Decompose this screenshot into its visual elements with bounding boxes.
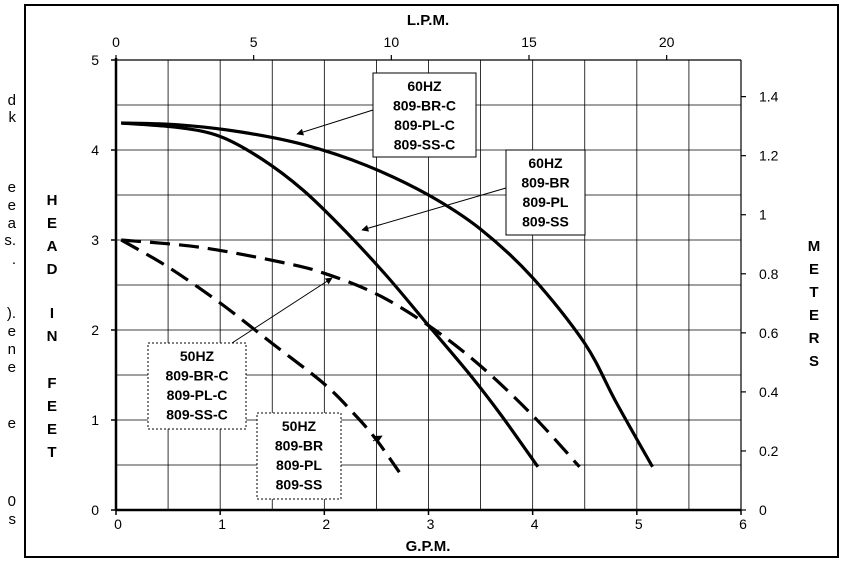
- label-box-border: [256, 412, 342, 500]
- y2-title-letter: T: [809, 284, 818, 301]
- left-cropped-text: d k e e a s..). e n e e 0 s: [0, 0, 24, 561]
- y2-title-letter: M: [808, 238, 821, 255]
- label-box-line: 809-BR: [275, 438, 323, 454]
- curve-60hz-c: [121, 121, 654, 468]
- label-box-border: [147, 342, 247, 430]
- curve-60hz: [121, 121, 540, 468]
- x2-tick-label: 15: [521, 34, 537, 50]
- y-tick-label: 3: [91, 232, 99, 248]
- cropped-text-fragment: .: [11, 251, 16, 268]
- x-tick-label: 3: [427, 516, 435, 532]
- curve-50hz-c: [121, 238, 581, 468]
- y2-tick-label: 0: [759, 502, 767, 518]
- label-box-line: 809-PL-C: [167, 387, 228, 403]
- cropped-text-fragment: e: [7, 179, 16, 196]
- cropped-text-fragment: 0: [7, 493, 16, 510]
- annotation-boxes: 60HZ 809-BR-C 809-PL-C 809-SS-C 60HZ 809-BR 80…: [147, 72, 586, 500]
- label-box-line: 50HZ: [282, 418, 317, 434]
- y2-title-letter: E: [809, 307, 819, 324]
- y-title-letter: I: [50, 305, 54, 322]
- y-title-letter: A: [47, 238, 58, 255]
- label-50hz-c: 50HZ 809-BR-C 809-PL-C 809-SS-C: [147, 342, 247, 430]
- y2-tick-label: 0.4: [759, 384, 779, 400]
- y2-tick-label: 1.2: [759, 148, 779, 164]
- curves: [120, 121, 654, 474]
- y-title-letter: E: [47, 215, 57, 232]
- annotation-arrow: [372, 435, 383, 443]
- cropped-text-fragment: n: [7, 341, 16, 358]
- cropped-text-fragment: s.: [4, 232, 16, 249]
- y-title-letter: E: [47, 398, 57, 415]
- annotation-arrow: [296, 109, 374, 136]
- label-box-line: 809-SS-C: [394, 137, 455, 153]
- chart-frame: [24, 4, 839, 558]
- cropped-text-fragment: k: [8, 109, 17, 126]
- cropped-text-fragment: e: [7, 415, 16, 432]
- arrows: [231, 109, 507, 443]
- x2-tick-label: 10: [384, 34, 400, 50]
- y2-tick-label: 0.2: [759, 443, 779, 459]
- y-title-letter: E: [47, 421, 57, 438]
- y-title-letter: H: [47, 192, 58, 209]
- label-60hz-c: 60HZ 809-BR-C 809-PL-C 809-SS-C: [372, 72, 477, 158]
- x-tick-label: 2: [322, 516, 330, 532]
- y-title-letter: N: [47, 328, 58, 345]
- y2-title-letter: E: [809, 261, 819, 278]
- x2-axis-title: L.P.M.: [407, 12, 449, 29]
- x-axis-title: G.P.M.: [406, 538, 451, 555]
- label-box-line: 809-BR-C: [393, 98, 456, 114]
- y2-tick-label: 0.8: [759, 266, 779, 282]
- x-tick-label: 1: [218, 516, 226, 532]
- cropped-text-fragment: s: [8, 511, 17, 528]
- x-tick-label: 6: [739, 516, 747, 532]
- y-tick-label: 1: [91, 412, 99, 428]
- x2-tick-label: 0: [112, 34, 120, 50]
- y-tick-label: 0: [91, 502, 99, 518]
- label-box-border: [372, 72, 477, 158]
- label-box-line: 809-PL: [523, 194, 569, 210]
- label-box-line: 809-BR-C: [165, 368, 228, 384]
- y2-tick-label: 0.6: [759, 325, 779, 341]
- x-tick-label: 5: [635, 516, 643, 532]
- cropped-text-fragment: e: [7, 323, 16, 340]
- cropped-text-fragment: e: [7, 197, 16, 214]
- y2-title-letter: R: [809, 330, 820, 347]
- label-box-line: 809-SS: [522, 214, 569, 230]
- curve-50hz: [120, 238, 401, 474]
- y-title-letter: T: [47, 444, 56, 461]
- label-box-line: 809-SS-C: [166, 407, 227, 423]
- y2-title-letter: S: [809, 353, 819, 370]
- cropped-text-fragment: a: [7, 215, 16, 232]
- x2-tick-label: 5: [250, 34, 258, 50]
- annotation-arrow: [361, 187, 507, 232]
- x-tick-label: 0: [114, 516, 122, 532]
- cropped-text-fragment: ).: [6, 305, 16, 322]
- label-box-border: [505, 149, 586, 236]
- x2-tick-label: 20: [659, 34, 675, 50]
- y-title-letter: F: [47, 375, 56, 392]
- label-box-line: 809-BR: [521, 175, 569, 191]
- x-tick-label: 4: [531, 516, 539, 532]
- label-box-line: 60HZ: [528, 155, 563, 171]
- label-box-line: 809-PL-C: [394, 117, 455, 133]
- cropped-text-fragment: d: [7, 92, 16, 109]
- label-50hz: 50HZ 809-BR 809-PL 809-SS: [256, 412, 342, 500]
- y2-tick-label: 1: [759, 207, 767, 223]
- label-box-line: 809-PL: [276, 457, 322, 473]
- y2-tick-label: 1.4: [759, 89, 779, 105]
- annotation-arrow: [231, 277, 333, 344]
- y-tick-label: 4: [91, 142, 99, 158]
- cropped-text-fragment: e: [7, 359, 16, 376]
- y-tick-label: 2: [91, 322, 99, 338]
- label-box-line: 50HZ: [180, 348, 215, 364]
- y-tick-label: 5: [91, 52, 99, 68]
- y-title-letter: D: [47, 261, 58, 278]
- label-box-line: 60HZ: [407, 78, 442, 94]
- label-box-line: 809-SS: [276, 477, 323, 493]
- label-60hz: 60HZ 809-BR 809-PL 809-SS: [505, 149, 586, 236]
